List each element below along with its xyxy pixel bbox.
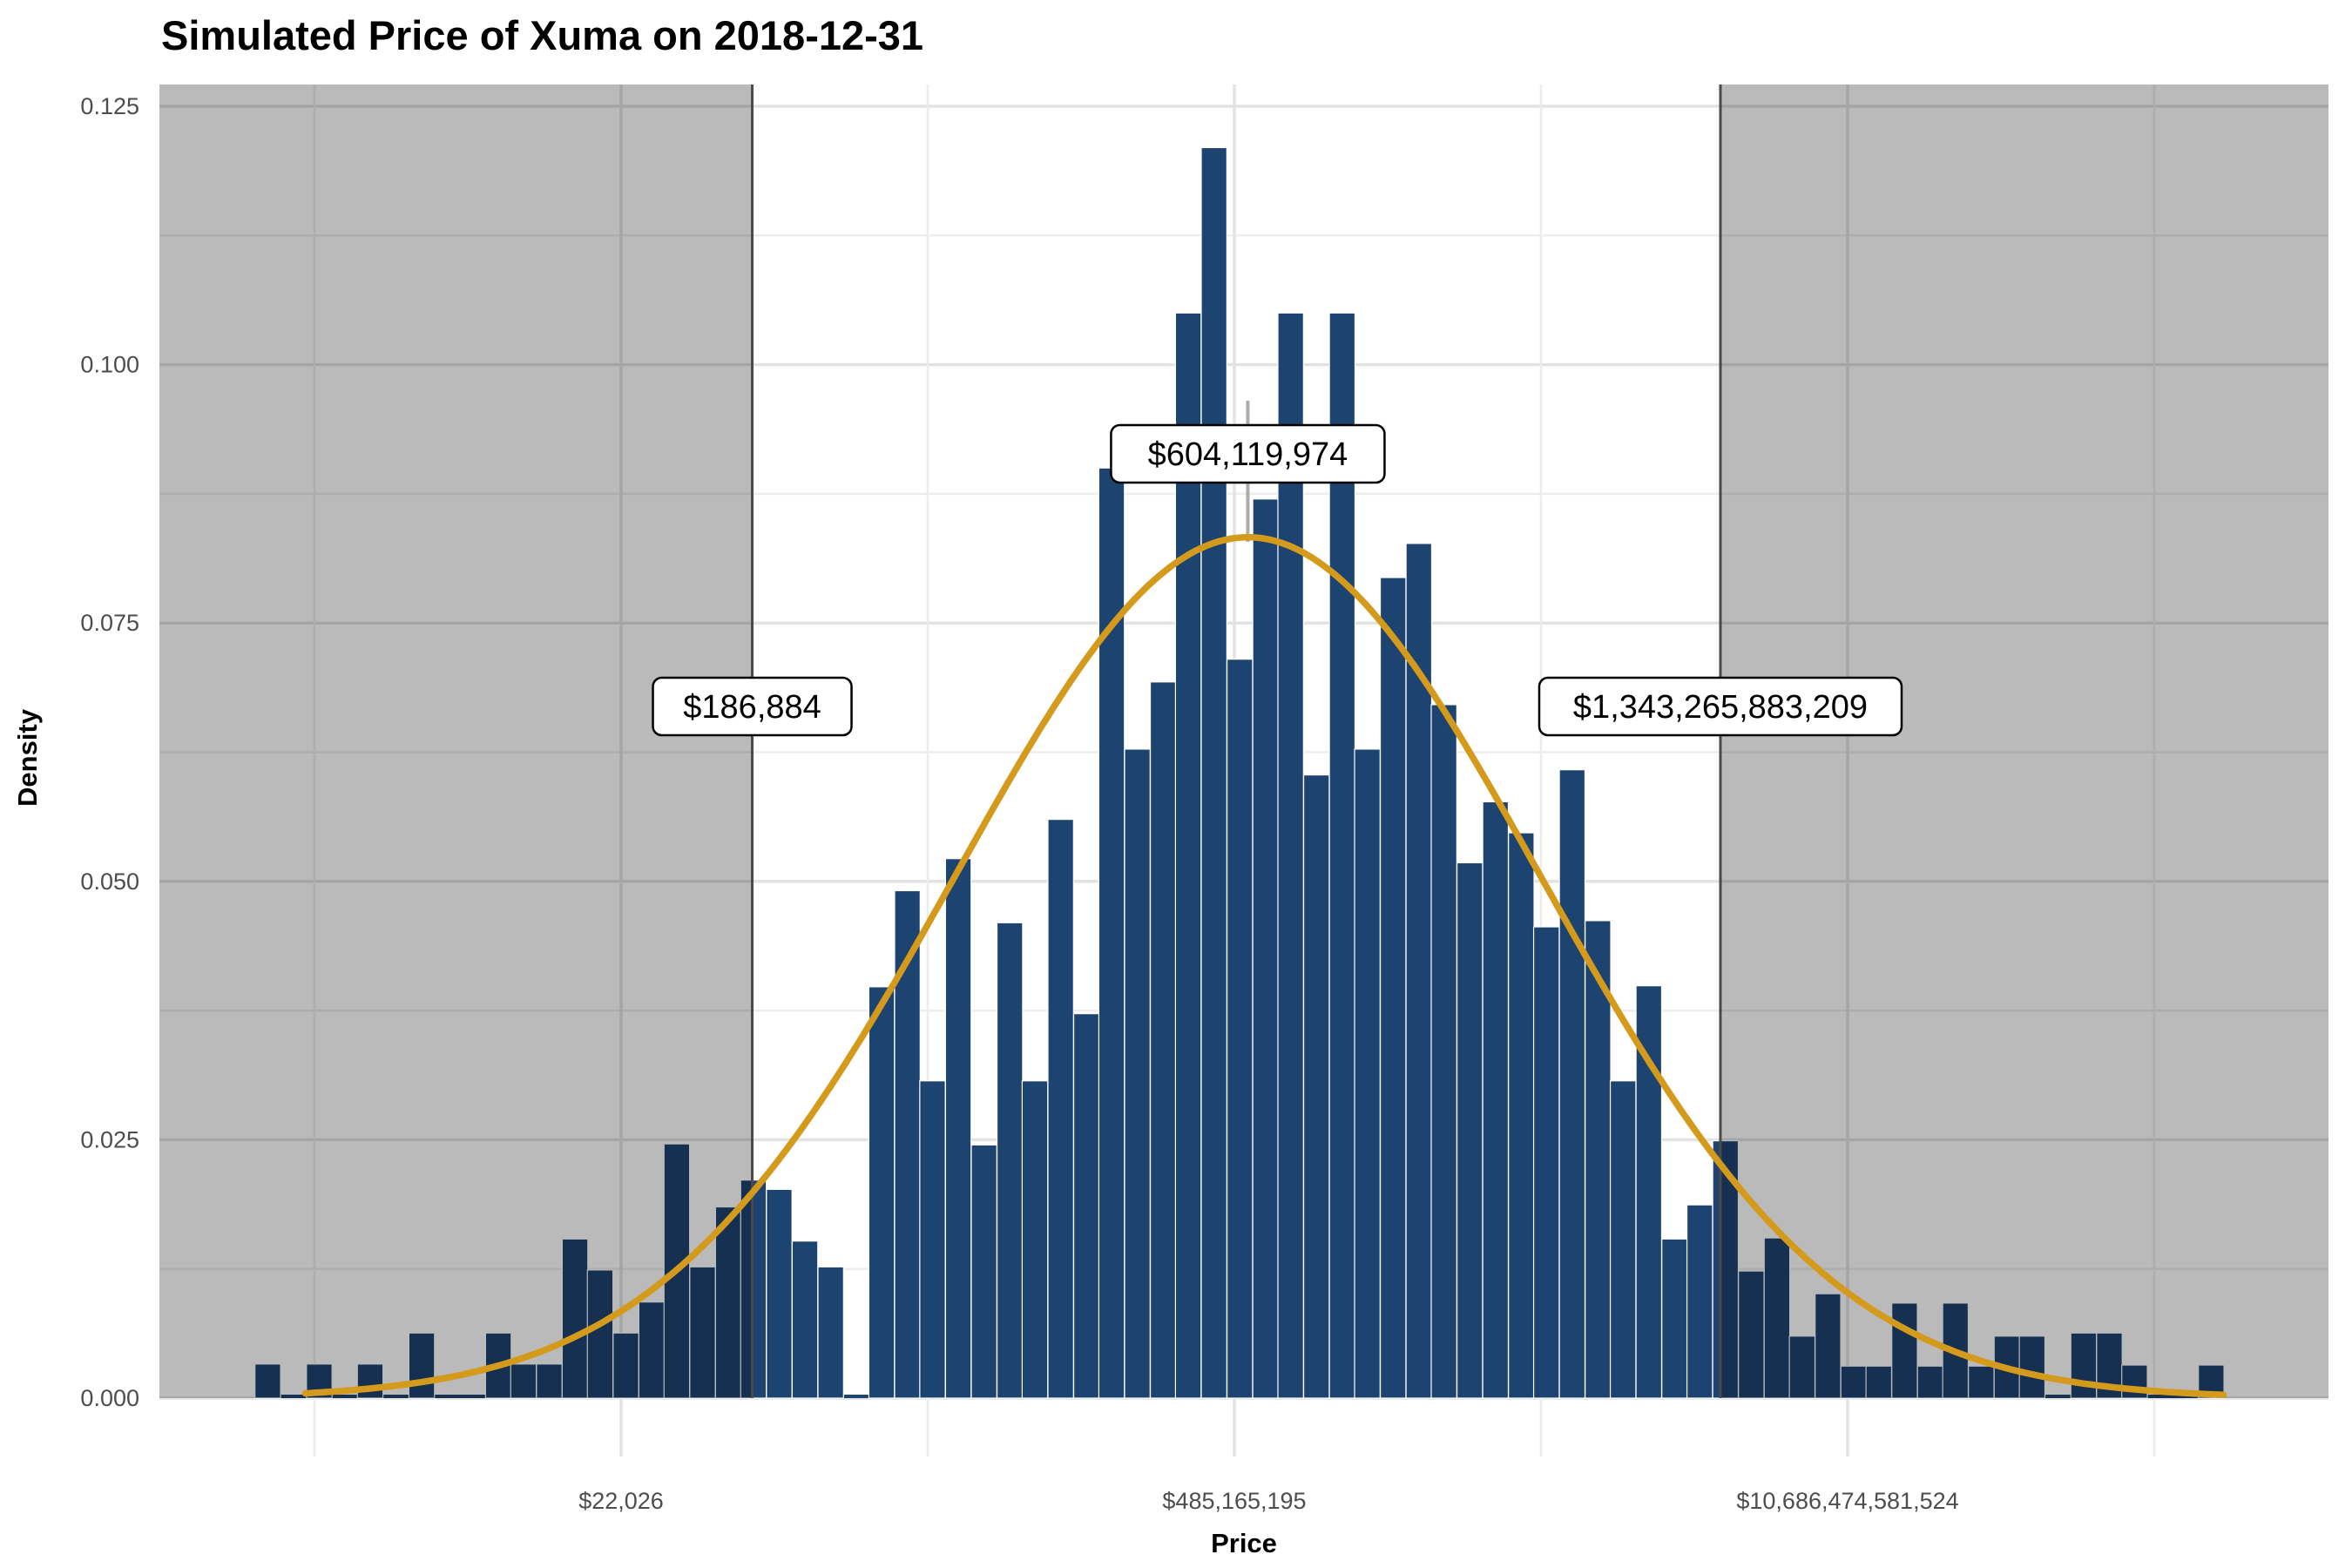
histogram-bar	[1508, 832, 1535, 1399]
histogram-bar	[1686, 1204, 1713, 1399]
y-tick-label: 0.025	[80, 1126, 139, 1152]
y-axis-title: Density	[12, 708, 43, 807]
histogram-bar	[1047, 819, 1074, 1399]
y-tick-label: 0.000	[80, 1385, 139, 1411]
histogram-bar	[868, 986, 896, 1399]
histogram-bar	[586, 1269, 614, 1399]
x-tick-label: $10,686,474,581,524	[1736, 1488, 1958, 1514]
histogram-bar	[1174, 312, 1202, 1399]
histogram-bar	[1585, 920, 1612, 1399]
histogram-bar	[536, 1363, 563, 1399]
histogram-bar	[1328, 312, 1356, 1399]
ci-shade-layer	[159, 84, 2328, 1398]
mean-label-text: $604,119,974	[1148, 436, 1348, 473]
ci-low-label-text: $186,884	[683, 689, 821, 726]
histogram-bar	[1558, 769, 1586, 1399]
histogram-bar	[510, 1363, 537, 1399]
histogram-bar	[254, 1363, 281, 1399]
histogram-bar	[1098, 467, 1125, 1399]
x-tick-label: $485,165,195	[1162, 1488, 1306, 1514]
histogram-bar	[766, 1188, 793, 1399]
density-curve-layer	[301, 533, 2227, 1398]
histogram-bar	[1021, 1080, 1049, 1399]
histogram-bar	[1302, 774, 1330, 1399]
x-tick-label: $22,026	[578, 1488, 664, 1514]
histogram-bar	[970, 1144, 997, 1399]
histogram-bar	[791, 1240, 819, 1399]
histogram-bar	[1865, 1365, 1893, 1399]
x-axis-title: Price	[1211, 1528, 1277, 1558]
mean-label-box	[1110, 423, 1386, 484]
ci-high-label-text: $1,343,265,883,209	[1573, 689, 1868, 726]
y-tick-label: 0.050	[80, 868, 139, 895]
histogram-bar	[1482, 801, 1510, 1399]
histogram-bar	[1072, 1013, 1100, 1399]
y-tick-label: 0.125	[80, 93, 139, 119]
axis-ticks-layer: 0.000 0.025 0.050 0.075 0.100 0.125 $22,026 $48…	[80, 93, 1958, 1514]
histogram-bar	[2018, 1335, 2046, 1399]
histogram-bar	[944, 858, 972, 1399]
histogram-bar	[408, 1332, 436, 1399]
histogram-bar	[1891, 1302, 1918, 1399]
density-curve	[301, 533, 2227, 1398]
histogram-bar	[1149, 681, 1177, 1399]
ci-high-label-box	[1538, 676, 1903, 737]
shade-region-left	[159, 84, 753, 1398]
histogram-bar	[561, 1238, 589, 1399]
histogram-bar	[1532, 926, 1560, 1399]
histogram-bar	[1763, 1237, 1791, 1399]
y-tick-label: 0.100	[80, 352, 139, 378]
histogram-bar	[714, 1206, 742, 1399]
histogram-bar	[1840, 1365, 1868, 1399]
histogram-bar	[1456, 862, 1484, 1399]
histogram-bar	[1609, 1080, 1637, 1399]
histogram-bar	[1661, 1238, 1688, 1399]
histogram-bar	[1124, 748, 1151, 1399]
histogram-bar	[1430, 704, 1457, 1399]
shade-region-right	[1720, 84, 2328, 1398]
y-tick-label: 0.075	[80, 610, 139, 636]
histogram-bar	[1815, 1293, 1842, 1399]
histogram-bar	[996, 922, 1024, 1399]
ci-low-label-box	[652, 676, 853, 737]
histogram-bars-layer	[254, 146, 2225, 1399]
histogram-bar	[1379, 577, 1407, 1399]
histogram-bar	[612, 1332, 639, 1399]
histogram-bar	[1635, 985, 1663, 1399]
histogram-bar	[919, 1080, 946, 1399]
histogram-bar	[1738, 1270, 1765, 1399]
histogram-bar	[1252, 498, 1280, 1399]
histogram-bar	[1226, 659, 1254, 1399]
histogram-bar	[1788, 1335, 1816, 1399]
histogram-bar	[1277, 312, 1304, 1399]
chart-title: Simulated Price of Xuma on 2018-12-31	[161, 12, 923, 58]
histogram-bar	[817, 1266, 844, 1399]
histogram-bar	[1968, 1365, 1995, 1399]
histogram-bar	[1354, 748, 1381, 1399]
annotation-labels-layer: $186,884 $604,119,974 $1,343,265,883,209	[652, 423, 1903, 737]
histogram-bar	[1200, 146, 1227, 1399]
